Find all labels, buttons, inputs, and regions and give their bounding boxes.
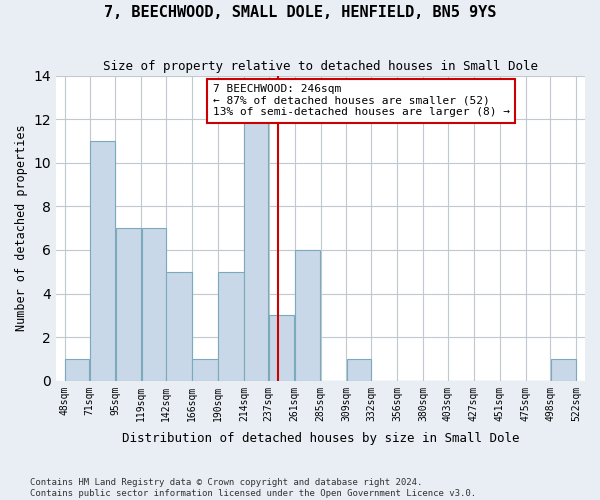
Bar [90,141,115,381]
Bar [347,359,371,381]
Bar [65,359,89,381]
Bar [116,228,141,381]
X-axis label: Distribution of detached houses by size in Small Dole: Distribution of detached houses by size … [122,432,519,445]
Bar [142,228,166,381]
Title: Size of property relative to detached houses in Small Dole: Size of property relative to detached ho… [103,60,538,73]
Bar [244,119,268,381]
Text: 7 BEECHWOOD: 246sqm
← 87% of detached houses are smaller (52)
13% of semi-detach: 7 BEECHWOOD: 246sqm ← 87% of detached ho… [212,84,509,117]
Bar [551,359,576,381]
Text: 7, BEECHWOOD, SMALL DOLE, HENFIELD, BN5 9YS: 7, BEECHWOOD, SMALL DOLE, HENFIELD, BN5 … [104,5,496,20]
Bar [295,250,320,381]
Y-axis label: Number of detached properties: Number of detached properties [15,125,28,332]
Bar [218,272,244,381]
Bar [166,272,192,381]
Text: Contains HM Land Registry data © Crown copyright and database right 2024.
Contai: Contains HM Land Registry data © Crown c… [30,478,476,498]
Bar [269,316,295,381]
Bar [193,359,218,381]
